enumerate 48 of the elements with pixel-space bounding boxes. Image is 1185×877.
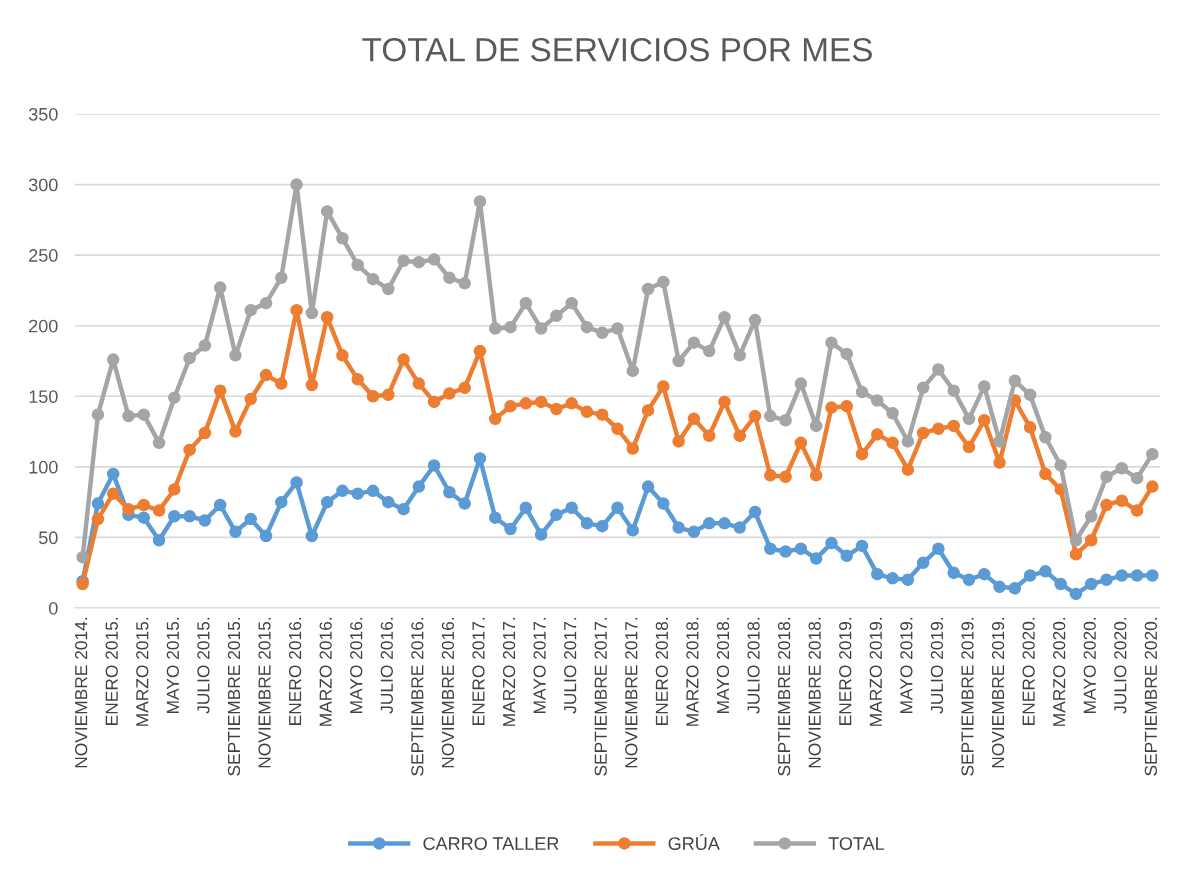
x-tick-label: MAYO 2017. [533, 617, 546, 714]
x-tick-label: ENERO 2016. [288, 617, 302, 725]
x-tick-label: SEPTIEMBRE 2020. [1144, 617, 1158, 776]
x-tick-label: MAYO 2019. [900, 617, 913, 714]
x-tick-label: SEPTIEMBRE 2015. [227, 617, 241, 776]
x-tick-label: JULIO 2020. [1114, 617, 1127, 714]
x-tick-label: JULIO 2017. [564, 617, 577, 714]
y-tick-label: 100 [29, 460, 58, 474]
x-tick-label: NOVIEMBRE 2016. [441, 617, 455, 768]
y-tick-label: 300 [28, 178, 58, 192]
legend-label: CARRO TALLER [423, 837, 559, 850]
legend-label: GRÚA [668, 834, 720, 850]
x-tick-label: NOVIEMBRE 2014. [75, 617, 88, 768]
x-tick-label: MAYO 2020. [1083, 617, 1096, 714]
y-tick-label: 350 [28, 107, 58, 121]
x-tick-label: JULIO 2018. [747, 617, 760, 714]
x-tick-label: MARZO 2019. [869, 617, 882, 726]
x-tick-label: ENERO 2019. [839, 617, 852, 725]
x-tick-label: JULIO 2015. [197, 617, 210, 714]
x-tick-label: MARZO 2017. [502, 617, 516, 726]
legend-label: TOTAL [828, 837, 885, 850]
x-tick-label: JULIO 2019. [930, 617, 944, 714]
x-tick-label: SEPTIEMBRE 2016. [411, 617, 424, 776]
y-tick-label: 250 [29, 249, 58, 262]
x-tick-label: MAYO 2016. [350, 617, 363, 714]
x-tick-label: NOVIEMBRE 2019. [991, 617, 1005, 768]
y-tick-label: 200 [29, 319, 58, 333]
x-tick-label: NOVIEMBRE 2017. [625, 617, 638, 768]
y-tick-label: 0 [49, 601, 58, 615]
x-tick-label: ENERO 2020. [1022, 617, 1035, 725]
x-tick-label: SEPTIEMBRE 2019. [961, 617, 974, 776]
y-tick-label: 50 [38, 531, 58, 545]
x-tick-label: MARZO 2020. [1053, 617, 1066, 726]
x-tick-label: ENERO 2015. [105, 617, 118, 725]
x-tick-label: MARZO 2016. [319, 617, 332, 726]
x-tick-label: SEPTIEMBRE 2018. [777, 617, 791, 776]
x-tick-label: ENERO 2017. [472, 617, 485, 725]
x-tick-label: NOVIEMBRE 2018. [808, 617, 821, 768]
x-tick-label: MARZO 2015. [136, 617, 149, 726]
chart-title: TOTAL DE SERVICIOS POR MES [362, 37, 872, 62]
x-tick-label: NOVIEMBRE 2015. [258, 617, 271, 768]
x-tick-label: MAYO 2018. [716, 617, 730, 714]
y-tick-label: 150 [29, 390, 58, 404]
x-tick-label: SEPTIEMBRE 2017. [594, 617, 607, 776]
x-tick-label: MAYO 2015. [166, 617, 179, 714]
x-tick-label: ENERO 2018. [655, 617, 669, 725]
x-tick-label: MARZO 2018. [686, 617, 699, 726]
x-tick-label: JULIO 2016. [380, 617, 393, 714]
